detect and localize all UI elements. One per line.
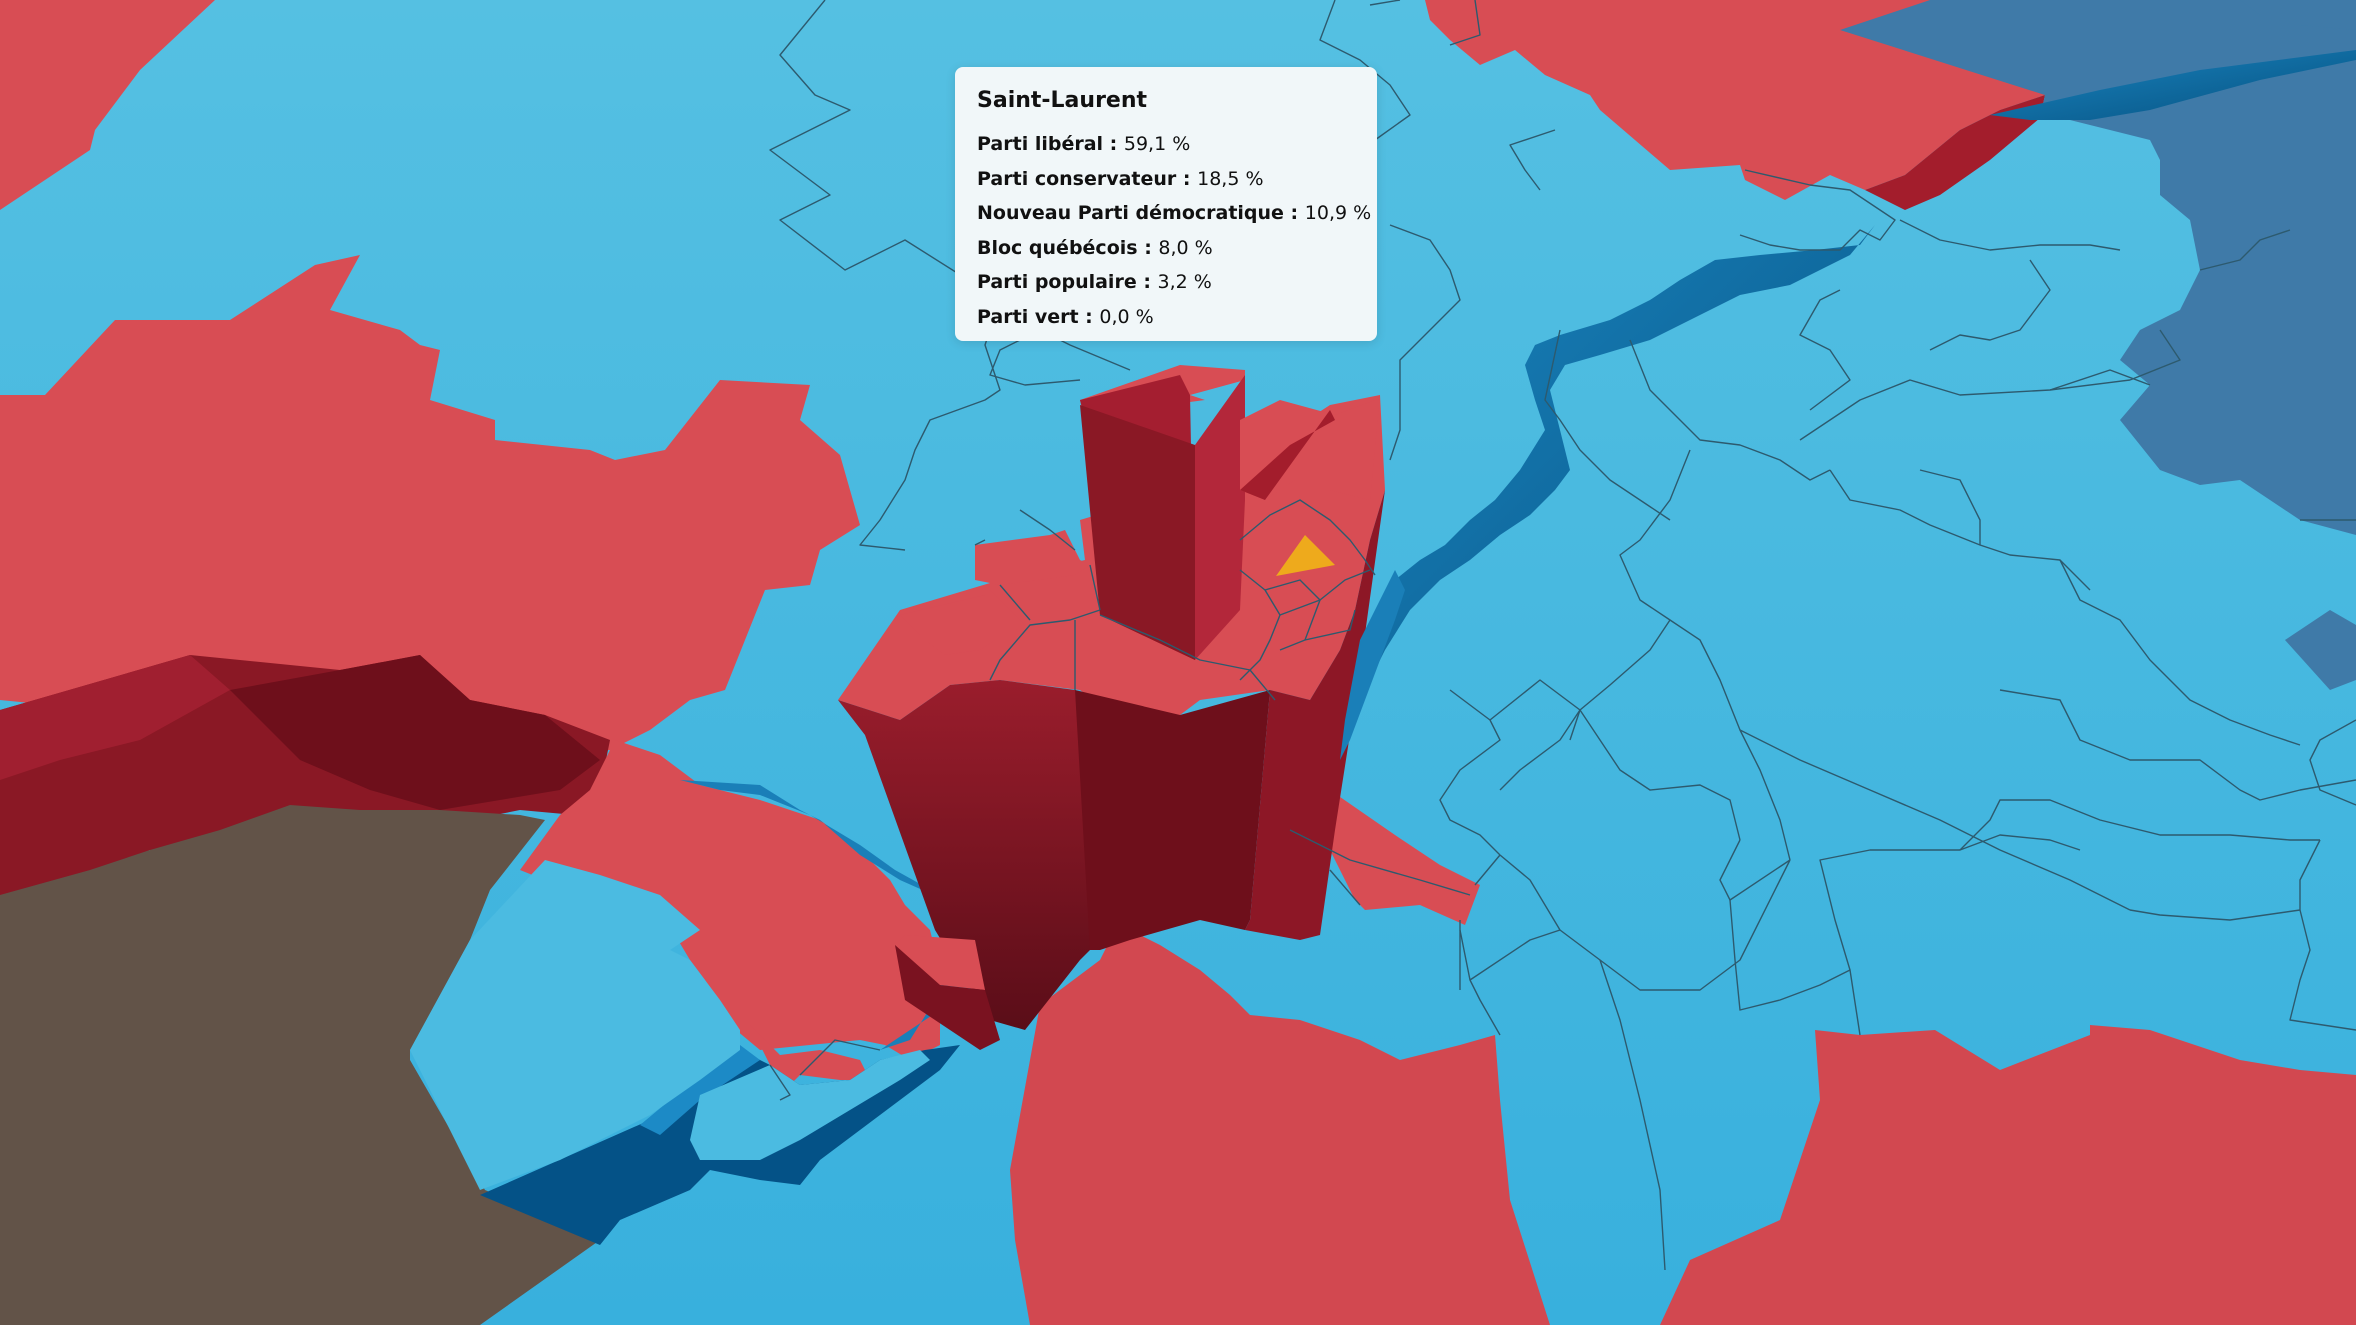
party-separator: : [1078, 305, 1100, 328]
liberal-riding-lower-left[interactable] [520, 740, 940, 1060]
river-channel-lower-left-c[interactable] [640, 1045, 760, 1135]
bloc-riding-lower-mid[interactable] [690, 1050, 930, 1160]
liberal-riding-bottom-right[interactable] [1660, 1025, 2356, 1325]
liberal-riding-tower-upper-right-side[interactable] [1240, 410, 1335, 500]
liberal-riding-top-center-side[interactable] [1865, 95, 2045, 210]
liberal-riding-left[interactable] [0, 255, 860, 755]
party-separator: : [1137, 236, 1159, 259]
liberal-riding-left-extrusion-highlight[interactable] [0, 655, 230, 780]
liberal-riding-top-left[interactable] [0, 0, 215, 210]
party-separator: : [1283, 202, 1305, 225]
party-separator: : [1136, 271, 1158, 294]
result-row-green: Parti vert : 0,0 % [977, 300, 1355, 335]
party-name: Parti vert [977, 305, 1079, 328]
party-percent: 18,5 % [1197, 167, 1264, 190]
party-name: Parti libéral [977, 133, 1104, 155]
neutral-land-region[interactable] [0, 805, 600, 1325]
party-percent: 8,0 % [1158, 236, 1213, 259]
liberal-riding-tower-ledge[interactable] [900, 590, 1025, 655]
liberal-riding-bottom-center[interactable] [1010, 930, 1550, 1325]
result-row-ndp: Nouveau Parti démocratique : 10,9 % [977, 196, 1371, 231]
party-percent: 3,2 % [1157, 271, 1212, 294]
river-channel-top[interactable] [1990, 50, 2356, 120]
party-name: Nouveau Parti démocratique [977, 202, 1284, 225]
conservative-riding-small-top[interactable] [2240, 0, 2356, 30]
liberal-riding-left-extrusion-mid[interactable] [230, 655, 600, 810]
party-name: Parti populaire [977, 271, 1137, 294]
liberal-riding-front-block-top[interactable] [895, 935, 985, 990]
river-channel-tower-right[interactable] [1340, 570, 1405, 760]
party-separator: : [1176, 167, 1198, 190]
party-name: Parti conservateur [977, 167, 1177, 190]
liberal-riding-tower-right-low[interactable] [1330, 790, 1480, 925]
party-percent: 0,0 % [1099, 305, 1154, 328]
liberal-riding-top-center[interactable] [1425, 0, 2045, 200]
liberal-riding-pillar-right[interactable] [1195, 375, 1245, 660]
riding-tooltip: Saint-Laurent Parti libéral : 59,1 % Par… [955, 67, 1377, 341]
conservative-riding-right-edge[interactable] [2285, 610, 2356, 690]
result-row-bloc: Bloc québécois : 8,0 % [977, 231, 1355, 266]
river-channel-main[interactable] [1340, 225, 1875, 750]
party-percent: 10,9 % [1304, 202, 1372, 225]
riding-name: Saint-Laurent [977, 88, 1148, 113]
party-separator: : [1103, 133, 1124, 155]
liberal-riding-lower-left-b[interactable] [750, 1025, 870, 1085]
ndp-riding-marker[interactable] [1276, 535, 1335, 576]
party-percent: 59,1 % [1123, 133, 1191, 155]
liberal-riding-pillar-front[interactable] [1080, 405, 1195, 660]
result-row-ppc: Parti populaire : 3,2 % [977, 265, 1355, 300]
result-row-conservative: Parti conservateur : 18,5 % [977, 162, 1355, 197]
result-row-liberal: Parti libéral : 59,1 % [977, 127, 1355, 162]
liberal-riding-tower-front-right[interactable] [1245, 490, 1385, 940]
conservative-riding-top-right[interactable] [1840, 0, 2356, 535]
liberal-riding-tower-front-left[interactable] [838, 680, 1100, 1030]
riding-boundaries [769, 0, 2356, 1271]
party-name: Bloc québécois [977, 236, 1138, 259]
liberal-riding-tower-front-center[interactable] [1075, 690, 1270, 950]
liberal-riding-front-block-side[interactable] [895, 945, 1000, 1050]
liberal-riding-tower-ledge-b[interactable] [975, 530, 1090, 585]
bloc-riding-lower-left[interactable] [410, 860, 740, 1190]
